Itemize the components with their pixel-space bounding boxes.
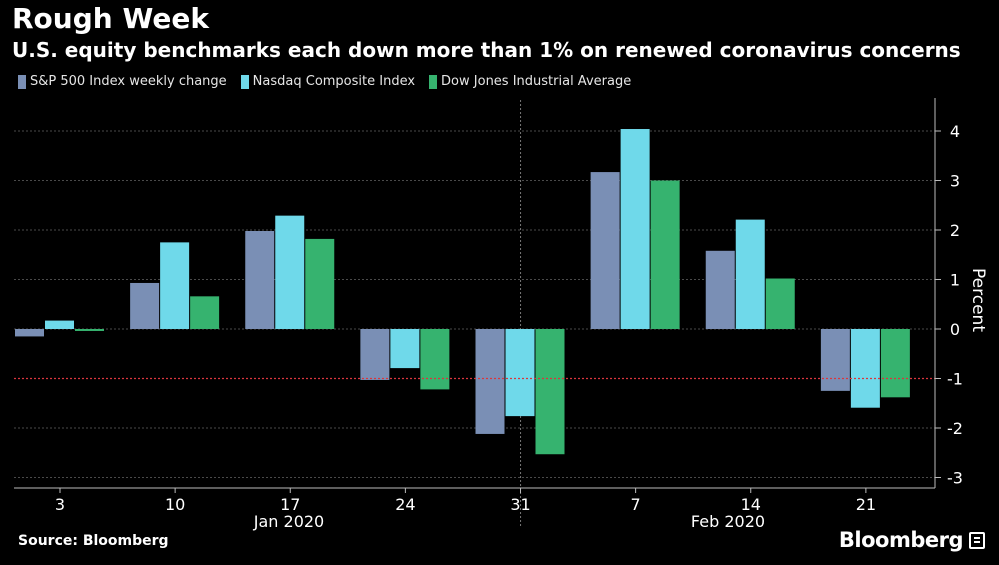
bar-dow (75, 329, 104, 331)
bars-layer (14, 129, 935, 455)
bar-nasdaq (850, 329, 880, 408)
y-tick-label: 1 (950, 271, 960, 290)
chart-title: Rough Week (12, 2, 209, 35)
brand-name: Bloomberg (838, 528, 964, 552)
legend-item-nasdaq: Nasdaq Composite Index (240, 74, 416, 89)
legend-swatch-dow (429, 74, 438, 89)
bar-dow (765, 278, 795, 329)
bar-dow (305, 238, 335, 329)
bar-nasdaq (160, 242, 190, 329)
bar-dow (880, 329, 910, 398)
y-tick-label: 3 (950, 172, 960, 191)
legend: S&P 500 Index weekly change Nasdaq Compo… (18, 74, 645, 89)
bar-dow (650, 180, 680, 329)
legend-swatch-nasdaq (240, 74, 249, 89)
bar-nasdaq (620, 129, 650, 329)
x-tick-label: 21 (856, 495, 876, 514)
bar-sp500 (245, 230, 275, 329)
x-tick-label: 3 (55, 495, 65, 514)
x-tick-label: 10 (165, 495, 185, 514)
month-label-jan: Jan 2020 (253, 512, 324, 531)
bloomberg-terminal-icon (969, 531, 985, 549)
bar-sp500 (15, 329, 44, 337)
x-tick-label: 14 (741, 495, 761, 514)
brand-logo: Bloomberg (839, 528, 985, 552)
legend-label-sp500: S&P 500 Index weekly change (30, 74, 227, 89)
bar-nasdaq (505, 329, 535, 417)
source-note: Source: Bloomberg (18, 533, 169, 549)
bar-nasdaq (275, 215, 305, 329)
legend-label-nasdaq: Nasdaq Composite Index (252, 74, 416, 89)
y-tick-label: 2 (950, 221, 960, 240)
bar-sp500 (475, 329, 505, 434)
y-tick-label: -2 (947, 419, 963, 438)
y-tick-label: -3 (947, 469, 963, 488)
legend-item-sp500: S&P 500 Index weekly change (18, 74, 227, 89)
y-tick-label: 0 (950, 320, 960, 339)
bar-dow (420, 329, 450, 390)
bar-nasdaq (735, 219, 765, 329)
x-tick-label: 17 (280, 495, 300, 514)
legend-swatch-sp500 (18, 74, 26, 89)
legend-item-dow: Dow Jones Industrial Average (429, 74, 631, 89)
bar-dow (190, 296, 220, 329)
bar-sp500 (360, 329, 390, 380)
legend-label-dow: Dow Jones Industrial Average (441, 74, 632, 89)
bar-sp500 (705, 250, 735, 329)
bar-dow (535, 329, 565, 455)
bar-sp500 (590, 172, 620, 329)
y-tick-label: -1 (947, 370, 963, 389)
x-tick-label: 24 (395, 495, 415, 514)
bar-sp500 (820, 329, 850, 391)
x-tick-label: 7 (631, 495, 641, 514)
bar-sp500 (130, 282, 160, 329)
x-tick-label: 31 (510, 495, 530, 514)
y-tick-label: 4 (950, 122, 960, 141)
month-label-feb: Feb 2020 (691, 512, 765, 531)
chart-subtitle: U.S. equity benchmarks each down more th… (12, 38, 961, 62)
bar-nasdaq (45, 320, 74, 329)
y-axis-label: Percent (968, 268, 988, 332)
bar-nasdaq (390, 329, 420, 369)
